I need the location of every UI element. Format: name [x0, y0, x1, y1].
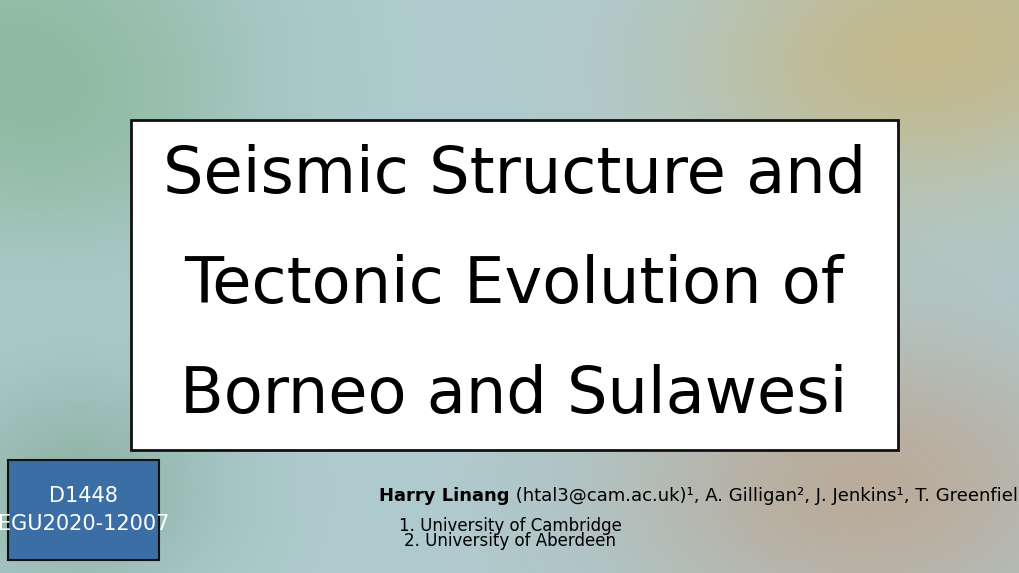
Text: Tectonic Evolution of: Tectonic Evolution of	[184, 254, 843, 316]
Text: 2. University of Aberdeen: 2. University of Aberdeen	[404, 532, 615, 551]
FancyBboxPatch shape	[8, 460, 159, 560]
Text: 1. University of Cambridge: 1. University of Cambridge	[398, 517, 621, 535]
Text: Harry Linang: Harry Linang	[379, 486, 510, 505]
Text: Borneo and Sulawesi: Borneo and Sulawesi	[180, 364, 847, 426]
Text: (htal3@cam.ac.uk)¹, A. Gilligan², J. Jenkins¹, T. Greenfield¹, N. Rawlinson¹: (htal3@cam.ac.uk)¹, A. Gilligan², J. Jen…	[510, 486, 1019, 505]
FancyBboxPatch shape	[130, 120, 897, 450]
Text: Seismic Structure and: Seismic Structure and	[162, 144, 865, 206]
Text: D1448
EGU2020-12007: D1448 EGU2020-12007	[0, 486, 169, 534]
